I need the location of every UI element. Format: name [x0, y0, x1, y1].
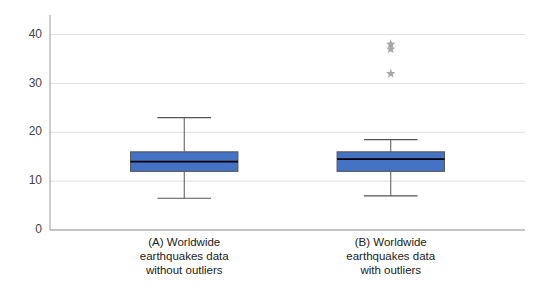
category-label-line: (B) Worldwide	[355, 236, 427, 248]
category-label-line: earthquakes data	[140, 250, 229, 262]
grid-line	[50, 34, 525, 35]
grid-line	[50, 132, 525, 133]
tick-label: 40	[29, 27, 43, 41]
category-label: (B) Worldwide earthquakes data with outlie…	[346, 236, 435, 276]
boxes	[131, 39, 445, 198]
category-label: (A) Worldwide earthquakes data without out…	[140, 236, 229, 276]
category-label-line: with outliers	[359, 264, 421, 276]
whisker-high	[184, 118, 185, 152]
category-label-line: without outliers	[145, 264, 223, 276]
flier	[386, 69, 396, 78]
grid	[50, 35, 525, 230]
box-group	[337, 39, 444, 195]
whisker-low	[184, 171, 185, 198]
box-group	[131, 118, 238, 199]
cap-high	[364, 139, 418, 140]
grid-line	[50, 83, 525, 84]
x-axis	[50, 230, 525, 231]
whisker-high	[390, 140, 391, 152]
tick-label: 30	[29, 76, 43, 90]
grid-line	[50, 230, 525, 231]
category-label-line: earthquakes data	[346, 250, 435, 262]
flier	[386, 39, 396, 48]
y-axis	[50, 15, 51, 230]
grid-line	[50, 181, 525, 182]
median	[337, 158, 444, 160]
median	[131, 161, 238, 163]
category-label-line: (A) Worldwide	[148, 236, 220, 248]
box	[337, 152, 444, 172]
cap-low	[364, 195, 418, 196]
whisker-low	[390, 171, 391, 195]
tick-label: 0	[35, 222, 42, 236]
tick-label: 10	[29, 173, 43, 187]
cap-high	[157, 117, 211, 118]
chart: 0 10 20 30 40 (A) Worldwide earthquakes data wi…	[0, 0, 550, 300]
tick-label: 20	[29, 124, 43, 138]
box	[131, 152, 238, 172]
cap-low	[157, 198, 211, 199]
